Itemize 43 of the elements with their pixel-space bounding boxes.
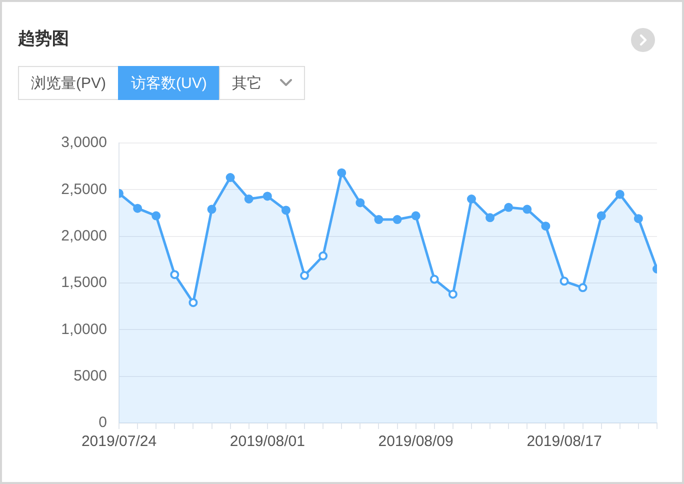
point	[244, 194, 254, 204]
point	[522, 204, 532, 214]
y-tick-label: 2,5000	[61, 180, 107, 198]
tab: 浏览量(PV)	[18, 66, 119, 100]
point	[448, 290, 458, 299]
y-tick-label: 0	[98, 414, 107, 432]
point	[356, 198, 365, 208]
point	[466, 194, 476, 204]
point	[486, 213, 495, 222]
point	[504, 202, 514, 212]
y-tick-label: 2,0000	[61, 227, 107, 244]
y-tick-label: 3,0000	[61, 134, 107, 152]
x-tick-label: 2019/08/01	[230, 433, 305, 450]
point	[170, 270, 180, 280]
point	[374, 215, 384, 224]
y-tick-label: 1,5000	[61, 274, 107, 292]
point	[300, 271, 310, 280]
point	[430, 274, 439, 284]
point	[152, 211, 161, 220]
point	[615, 190, 624, 199]
y-tick-label: 5000	[74, 367, 107, 384]
point	[634, 214, 643, 224]
point	[560, 276, 569, 286]
tab: 其它	[218, 66, 305, 100]
point	[318, 251, 328, 260]
point	[578, 283, 588, 292]
chart-title: 趋势图	[18, 28, 69, 50]
point	[281, 206, 290, 215]
point	[207, 204, 216, 214]
point	[411, 211, 420, 220]
x-tick-label: 2019/08/17	[526, 433, 602, 450]
x-tick-label: 2019/07/24	[81, 433, 157, 450]
point	[596, 211, 606, 220]
point	[188, 298, 198, 308]
y-tick-label: 1,0000	[61, 320, 107, 338]
point	[337, 168, 346, 178]
point	[133, 204, 142, 213]
point	[262, 192, 272, 201]
point	[392, 215, 402, 224]
tab: 访客数(UV)	[118, 66, 220, 100]
point	[226, 173, 235, 182]
point	[541, 222, 550, 231]
x-tick-label: 2019/08/09	[378, 433, 454, 450]
